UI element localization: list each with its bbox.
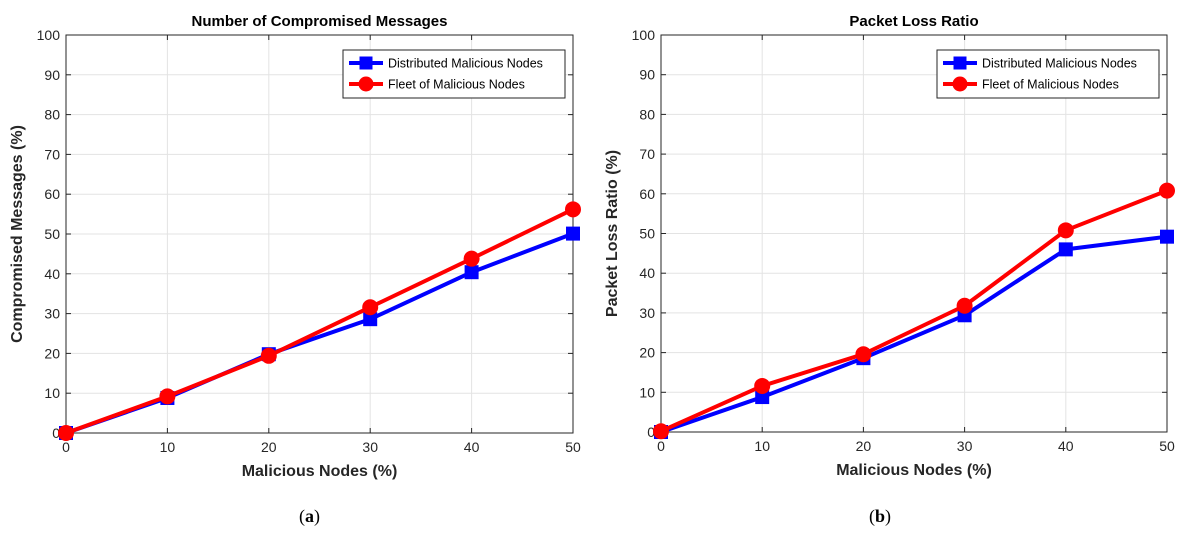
data-point-fleet — [754, 377, 771, 394]
data-point-fleet — [159, 388, 176, 405]
legend-box — [936, 49, 1160, 99]
x-tick-label: 10 — [754, 438, 770, 454]
legend-marker-square — [359, 56, 373, 70]
y-tick-label: 10 — [639, 384, 655, 400]
x-tick-label: 40 — [464, 439, 480, 455]
y-tick-label: 20 — [639, 345, 655, 361]
chart-title: Packet Loss Ratio — [849, 13, 978, 30]
x-axis-label: Malicious Nodes (%) — [836, 462, 992, 479]
data-point-distributed — [464, 265, 479, 280]
legend-entry: Fleet of Malicious Nodes — [982, 78, 1119, 92]
y-tick-label: 40 — [44, 266, 60, 282]
chart-packet-loss-ratio: 0 10 20 30 40 50 60 70 80 90 100 0 10 20 30 40 50 Packet … — [604, 13, 1175, 479]
data-point-fleet — [565, 201, 581, 218]
caption-b-letter: b — [875, 506, 886, 526]
y-tick-label: 90 — [639, 67, 655, 83]
series-line-distributed — [660, 234, 1168, 434]
legend-marker-circle — [952, 76, 968, 92]
caption-a: (a) — [299, 506, 320, 526]
x-tick-label: 20 — [261, 439, 277, 455]
series-line-fleet — [660, 188, 1168, 434]
legend-entry: Fleet of Malicious Nodes — [388, 78, 525, 92]
y-axis-label: Packet Loss Ratio (%) — [604, 150, 621, 317]
x-axis-label: Malicious Nodes (%) — [242, 463, 398, 480]
y-tick-label: 70 — [44, 146, 60, 162]
y-tick-label: 0 — [52, 425, 60, 441]
chart-title: Number of Compromised Messages — [192, 13, 448, 30]
data-point-fleet — [855, 346, 872, 363]
caption-b: (b) — [869, 506, 892, 526]
data-point-fleet — [653, 423, 669, 440]
data-point-fleet — [362, 299, 379, 316]
x-tick-label: 0 — [62, 439, 70, 455]
y-tick-label: 60 — [639, 186, 655, 202]
y-tick-label: 10 — [44, 385, 60, 401]
y-tick-label: 80 — [44, 107, 60, 123]
data-point-distributed — [566, 226, 580, 241]
data-point-fleet — [58, 425, 74, 441]
y-axis-label: Compromised Messages (%) — [9, 125, 26, 343]
data-point-fleet — [1159, 182, 1175, 199]
y-tick-label: 100 — [37, 27, 61, 43]
y-tick-label: 20 — [44, 345, 60, 361]
series-line-fleet — [65, 207, 574, 435]
x-tick-label: 30 — [957, 438, 973, 454]
legend-marker-circle — [358, 76, 374, 92]
y-tick-label: 60 — [44, 186, 60, 202]
data-point-fleet — [463, 250, 480, 267]
x-tick-label: 0 — [657, 438, 665, 454]
y-tick-label: 40 — [639, 265, 655, 281]
legend-box — [342, 49, 566, 99]
y-tick-label: 30 — [639, 305, 655, 321]
x-tick-label: 20 — [856, 438, 872, 454]
data-point-fleet — [260, 347, 277, 364]
data-point-fleet — [956, 297, 973, 314]
x-tick-label: 50 — [1159, 438, 1175, 454]
data-point-fleet — [1057, 222, 1074, 239]
x-tick-label: 10 — [160, 439, 176, 455]
y-tick-label: 50 — [44, 226, 60, 242]
y-tick-label: 70 — [639, 146, 655, 162]
x-tick-label: 40 — [1058, 438, 1074, 454]
y-tick-label: 50 — [639, 226, 655, 242]
y-tick-label: 100 — [632, 27, 656, 43]
x-tick-label: 30 — [362, 439, 378, 455]
caption-a-letter: a — [305, 506, 314, 526]
y-tick-label: 90 — [44, 67, 60, 83]
legend-entry: Distributed Malicious Nodes — [982, 57, 1137, 71]
legend-entry: Distributed Malicious Nodes — [388, 57, 543, 71]
x-tick-label: 50 — [565, 439, 581, 455]
chart-compromised-messages: 0 10 20 30 40 50 60 70 80 90 100 0 10 20 30 40 50 Number … — [9, 13, 581, 480]
data-point-distributed — [1160, 229, 1174, 244]
legend-marker-square — [953, 56, 967, 70]
y-tick-label: 0 — [647, 424, 655, 440]
y-tick-label: 80 — [639, 106, 655, 122]
y-tick-label: 30 — [44, 306, 60, 322]
data-point-distributed — [1058, 242, 1073, 257]
